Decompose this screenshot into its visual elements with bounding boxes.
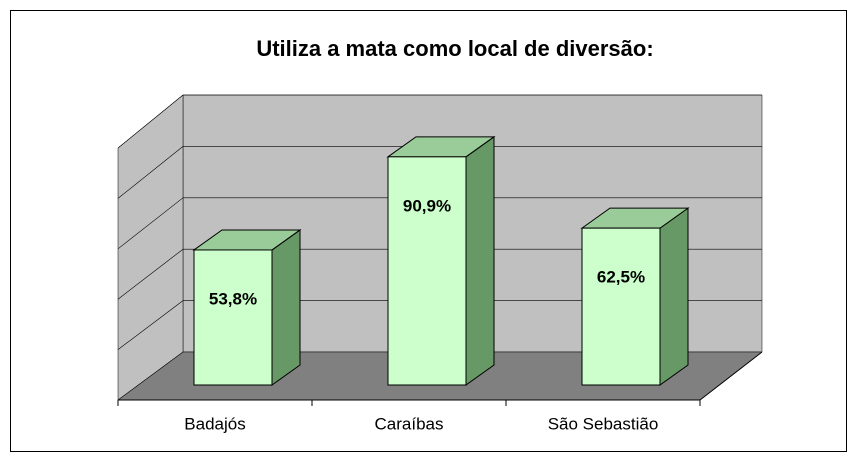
grid-line (117, 197, 184, 250)
bar (580, 207, 690, 386)
x-tick-label: Badajós (184, 414, 245, 433)
bar-front (387, 156, 467, 386)
bar-front (581, 227, 661, 386)
bar (386, 135, 496, 386)
x-tick-label: Caraíbas (375, 414, 444, 433)
value-label: 62,5% (597, 268, 645, 287)
value-label: 90,9% (403, 196, 451, 215)
side-wall (117, 94, 184, 401)
grid-line (117, 146, 184, 199)
bar-side (271, 228, 301, 386)
bar-side (465, 135, 495, 386)
chart-title: Utiliza a mata como local de diversão: (256, 36, 653, 61)
bar-side (659, 207, 689, 386)
grid-line (117, 351, 184, 401)
bar-front (193, 249, 273, 386)
value-label: 53,8% (209, 289, 257, 308)
bar (192, 228, 302, 386)
grid-line (117, 248, 184, 300)
floor-edge (699, 351, 763, 401)
x-tick-label: São Sebastião (548, 414, 659, 433)
grid-line (117, 300, 184, 350)
grid-line (117, 94, 184, 149)
bars (192, 135, 690, 386)
